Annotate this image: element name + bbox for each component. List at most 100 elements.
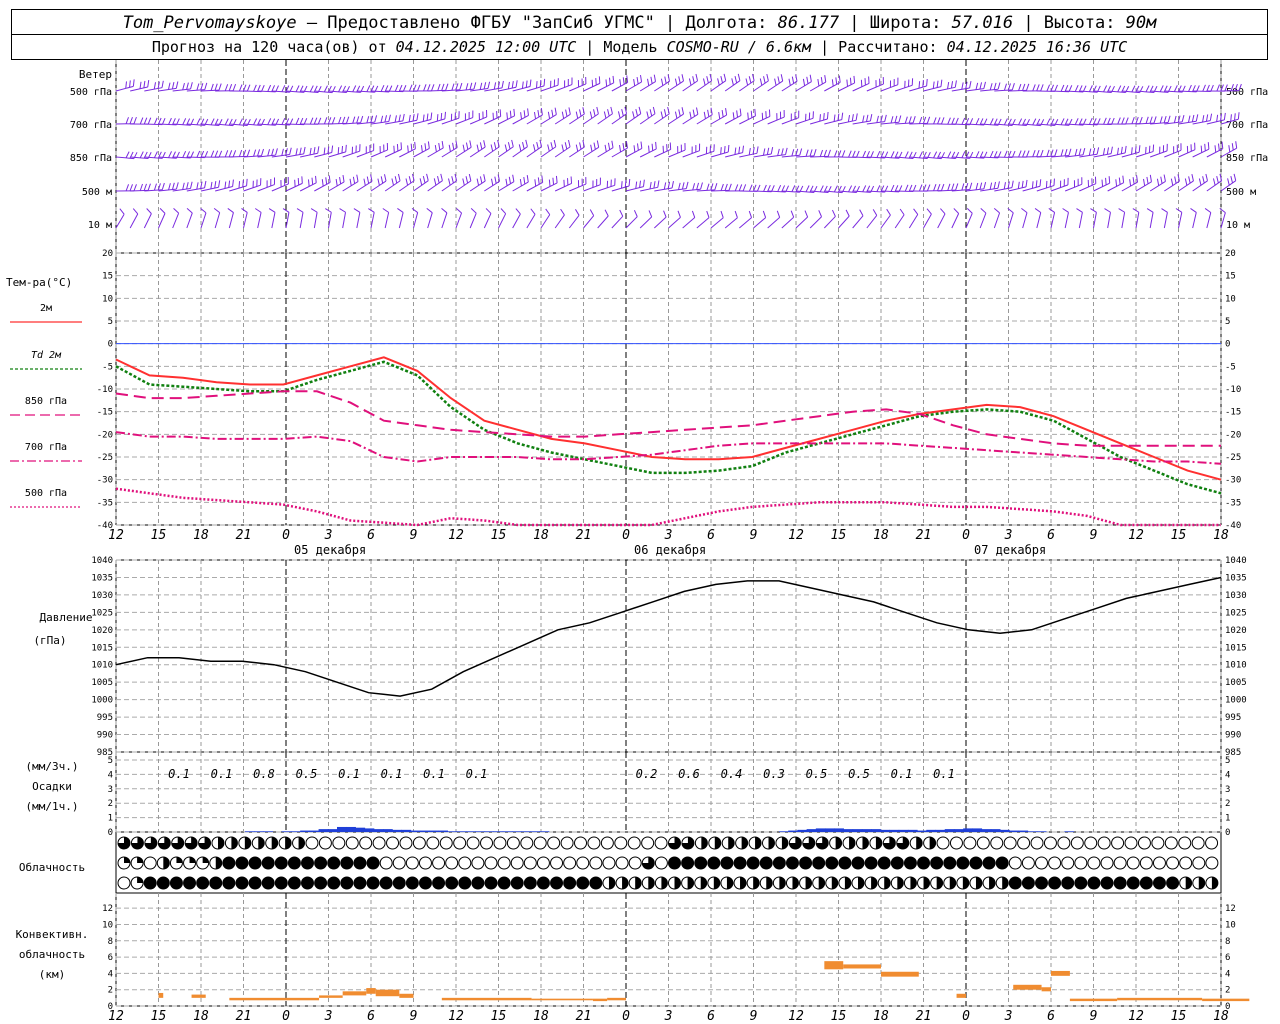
wind-barb-feather [590,144,593,152]
wind-barb-feather [739,108,742,116]
wind-barb-feather [554,107,557,115]
wind-barb-feather [414,141,416,149]
wind-barb-shaft [767,80,783,92]
cloud-symbol-half [271,837,278,849]
wind-barb-shaft [469,180,486,192]
wind-level-label-right: 850 гПа [1226,153,1268,164]
cloud-symbol-quarter [202,857,209,863]
wind-barb-feather [1216,84,1220,92]
wind-barb-feather [1035,180,1038,188]
precip-bar [465,831,476,832]
wind-barb-feather [912,116,916,124]
wind-barb-feather [143,80,146,88]
wind-barb-shaft [130,156,149,160]
wind-barb-feather [837,113,840,121]
y-tick-label-right: 1025 [1225,608,1247,618]
wind-barb-shaft [130,86,148,92]
wind-barb-shaft [682,217,696,229]
wind-barb-feather [955,183,959,191]
wind-barb-feather [530,208,536,215]
wind-barb-feather [752,73,755,81]
wind-barb-shaft [838,119,857,125]
wind-barb-feather [200,83,204,91]
wind-barb-feather [465,142,469,150]
wind-barb-feather [1136,175,1139,183]
wind-barb-feather [674,111,678,119]
cloud-symbol-overcast [1166,876,1180,890]
wind-barb-shaft [1093,153,1112,158]
wind-barb-shaft [1008,123,1027,127]
temp-series-3 [115,431,1222,465]
wind-barb-feather [933,151,938,159]
wind-barb-shaft [979,212,987,229]
wind-barb-feather [1202,84,1206,92]
wind-barb-feather [1018,83,1022,91]
temp-axis-hour-label: 21 [576,528,592,543]
wind-barb-feather [515,208,521,215]
precip-bar [475,831,485,832]
wind-barb-shaft [1206,180,1222,192]
wind-barb-feather [352,176,356,184]
wind-barb-shaft [951,87,970,92]
wind-barb-feather [440,112,443,121]
date-label: 06 декабря [634,543,706,557]
y-tick-label-left: 1030 [91,591,113,601]
cloud-symbol-half [661,877,668,889]
conv-axis-hour-label: 21 [916,1009,932,1024]
precip-3h-label: 0.1 [338,767,360,781]
wind-barb-feather [918,151,923,159]
wind-barb-shaft [512,114,529,125]
wind-barb-shaft [1178,149,1196,158]
cloud-symbol-overcast [432,876,446,890]
cloud-symbol-half [989,877,996,889]
conv-axis-hour-label: 0 [962,1009,970,1024]
wind-barb-shaft [965,188,984,192]
cloud-symbol-half [713,877,720,889]
cloud-symbol-overcast [746,856,760,870]
wind-barb-feather [795,74,798,82]
wind-barb-feather [132,79,135,87]
wind-barb-feather [268,208,276,213]
wind-barb-feather [479,176,483,184]
temp-axis-hour-label: 12 [108,528,124,543]
wind-barb-feather [1104,208,1111,213]
cloud-symbol-outline [1164,836,1178,850]
wind-barb-feather [827,149,831,157]
wind-barb-shaft [866,156,885,159]
wind-barb-feather [561,111,565,119]
wind-barb-shaft [172,188,191,192]
wind-barb-feather [721,110,724,118]
wind-barb-feather [139,151,144,159]
latitude-value: 57.016 [951,13,1014,33]
cloud-symbol-three-quarter [185,837,198,849]
wind-barb-feather [1022,150,1026,158]
wind-barb-shaft [200,186,219,192]
wind-barb-feather [961,82,964,90]
wind-barb-feather [342,174,345,183]
wind-barb-feather [678,76,681,84]
wind-barb-feather [993,82,997,90]
wind-barb-feather [1173,85,1178,92]
wind-barb-shaft [937,86,956,92]
wind-barb-feather [147,80,150,88]
wind-barb-feather [483,82,487,90]
wind-barb-feather [532,144,536,152]
cloud-symbol-outline [1205,856,1219,870]
wind-barb-shaft [257,154,276,158]
wind-barb-feather [777,148,780,156]
y-tick-label-right: 2 [1225,799,1230,809]
cloud-symbol-overcast [366,856,380,870]
cloud-symbol-half [1185,877,1192,889]
y-tick-label-left: 1005 [91,678,113,688]
wind-barb-feather [904,151,909,159]
wind-barb-feather [454,173,458,181]
wind-barb-feather [642,179,645,187]
temp-series-1 [115,360,1222,495]
wind-barb-feather [1074,118,1079,125]
wind-barb-shaft [526,146,542,158]
wind-barb-feather [1233,173,1237,181]
wind-barb-feather [518,144,522,152]
convective-bar [1051,970,1070,976]
wind-barb-shaft [484,146,500,158]
wind-barb-shaft [554,214,565,229]
